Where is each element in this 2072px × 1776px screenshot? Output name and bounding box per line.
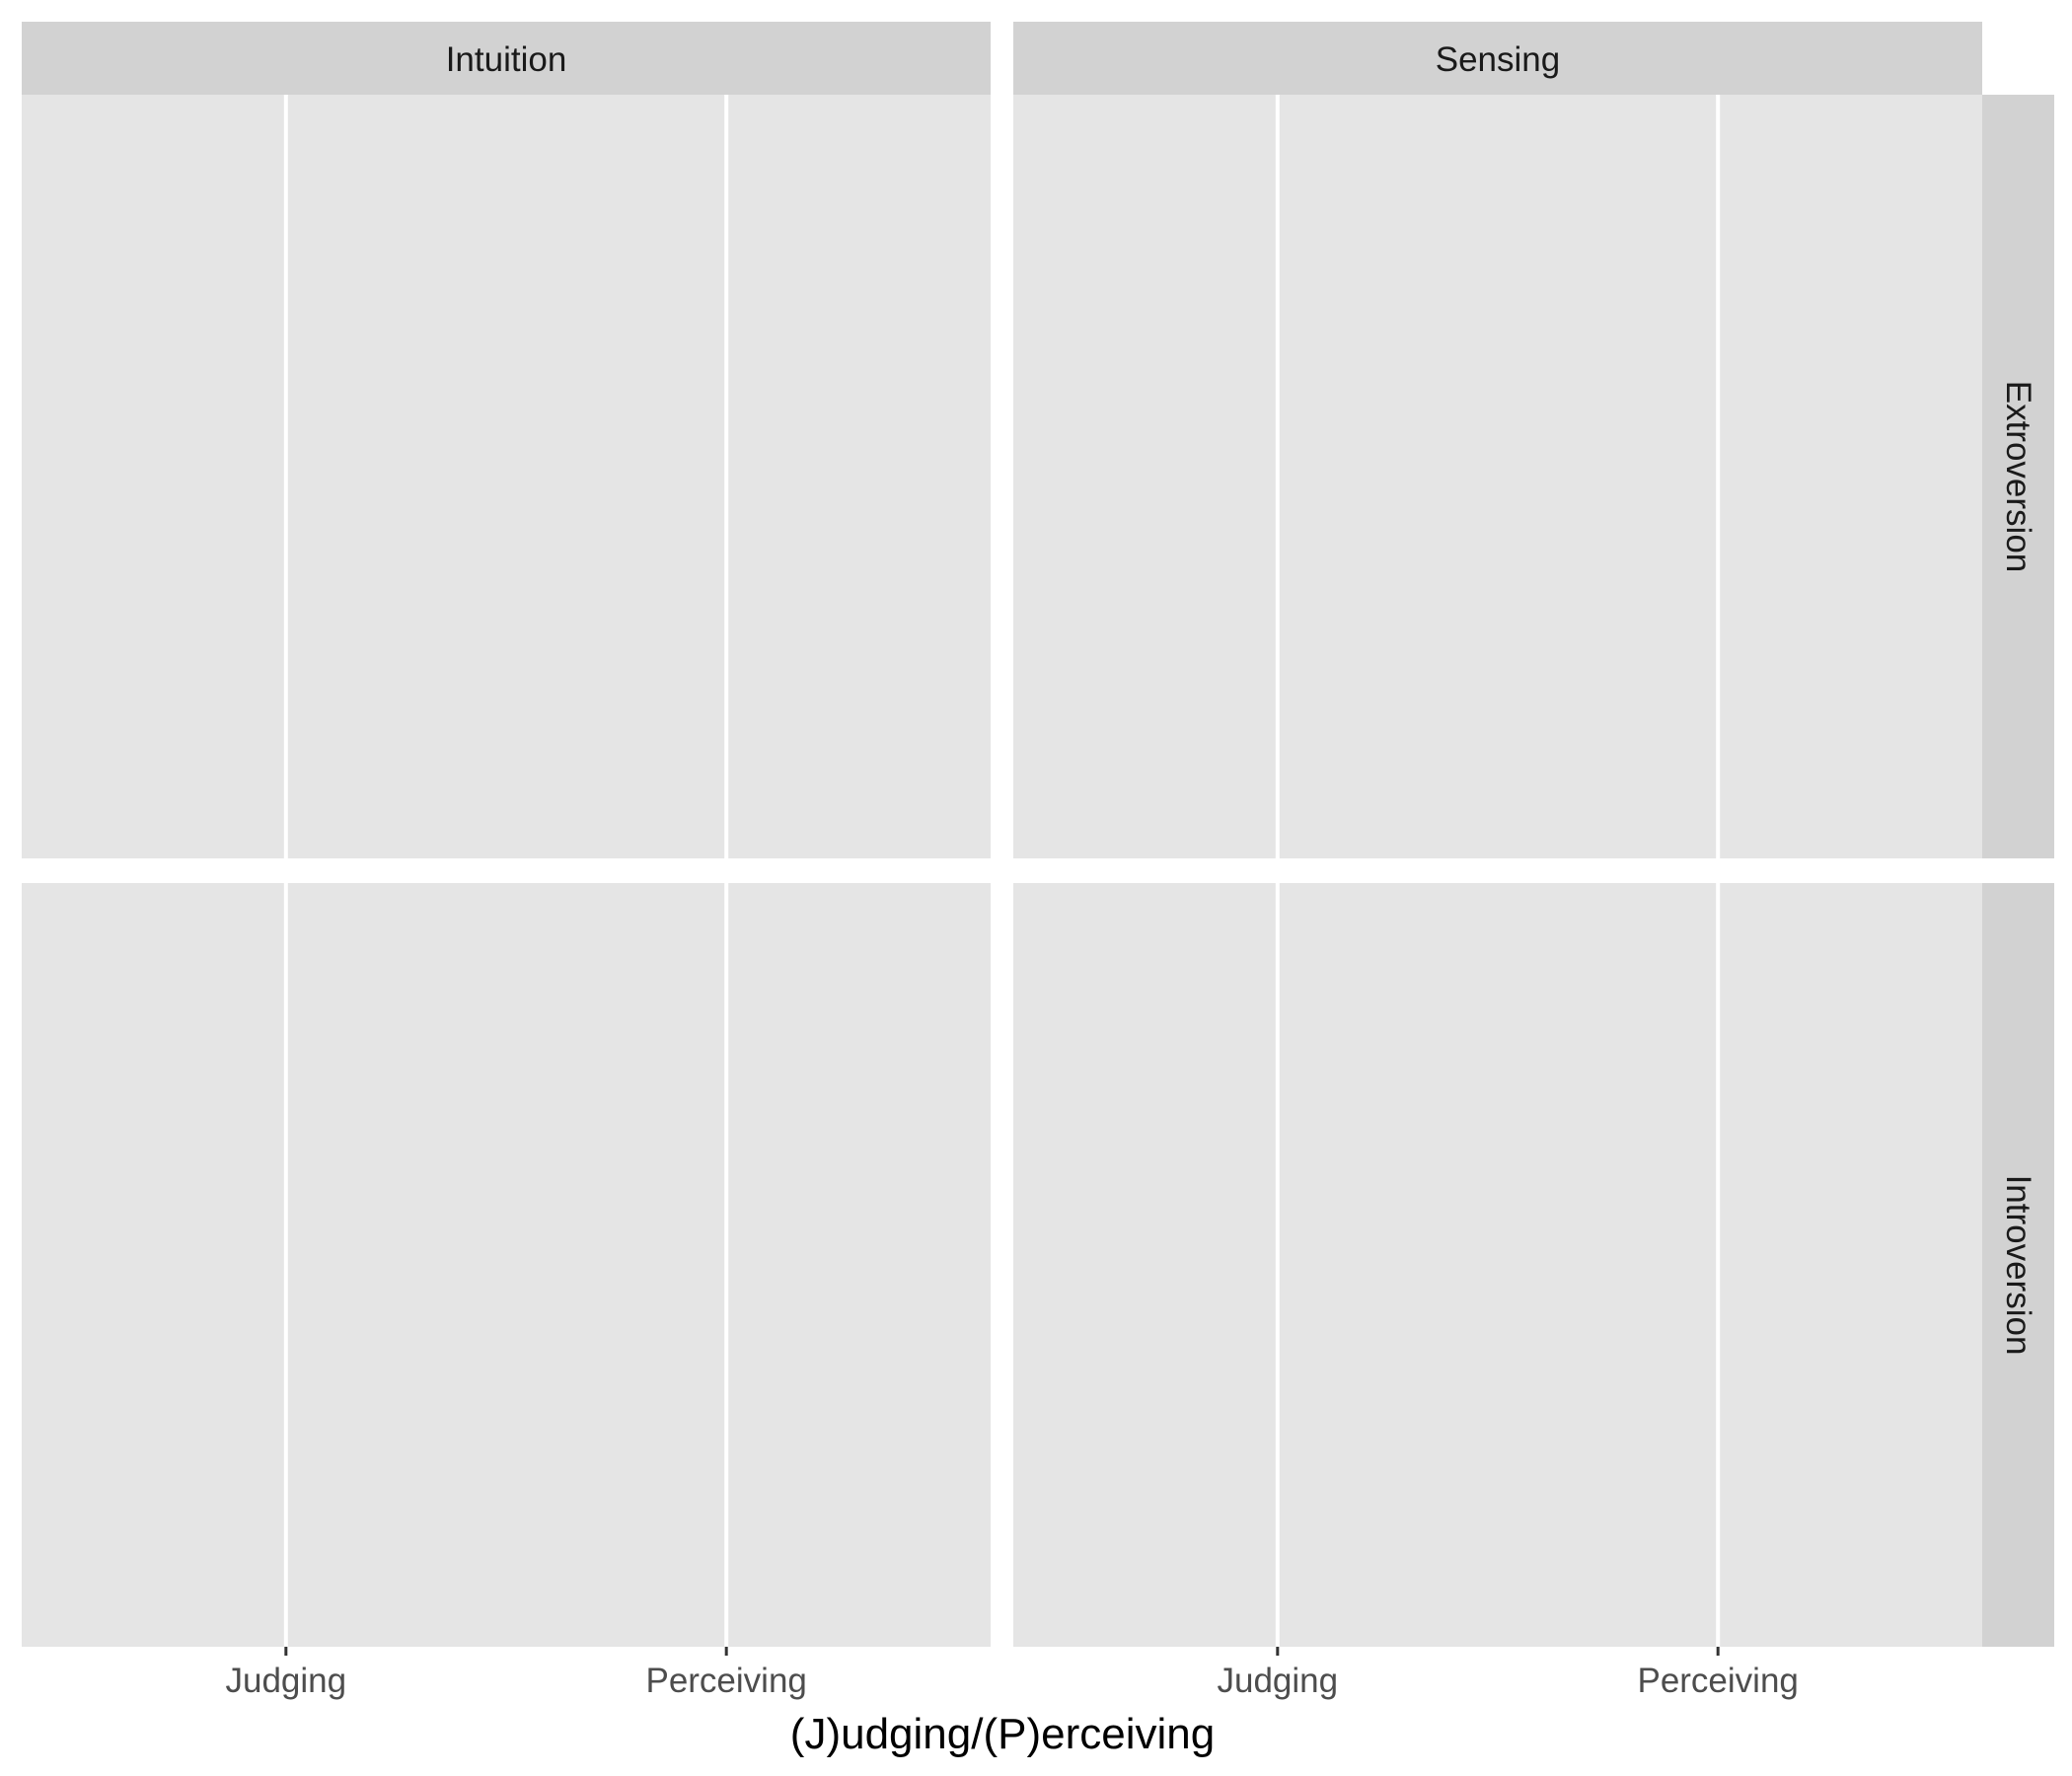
strip-background (1013, 22, 1982, 95)
panel-intuition-introversion (22, 883, 991, 1647)
panel-background (1013, 95, 1982, 858)
strip-label: Sensing (1436, 40, 1560, 79)
x-tick-label-perceiving: Perceiving (645, 1662, 806, 1700)
strip-label: Extroversion (1999, 381, 2037, 573)
panel-sensing-extroversion (1013, 95, 1982, 858)
facet-strips-layer: Intuition Sensing Extroversion Introversion (22, 22, 2054, 1647)
panel-background (22, 883, 991, 1647)
strip-label: Introversion (1999, 1175, 2037, 1356)
strip-background (1982, 883, 2054, 1647)
panel-intuition-extroversion (22, 95, 991, 858)
panel-background (22, 95, 991, 858)
strip-row-introversion: Introversion (1982, 883, 2054, 1647)
strip-column-sensing: Sensing (1013, 22, 1982, 95)
x-tick-label-judging: Judging (1218, 1662, 1339, 1700)
x-axis-title: (J)udging/(P)erceiving (790, 1710, 1215, 1758)
strip-label: Intuition (446, 40, 567, 79)
panel-sensing-introversion (1013, 883, 1982, 1647)
strip-column-intuition: Intuition (22, 22, 991, 95)
x-axis-sensing: Judging Perceiving (1218, 1647, 1799, 1700)
panels-layer (22, 95, 1982, 1647)
x-axis-layer: Judging Perceiving Judging Perceiving (226, 1647, 1799, 1700)
panel-background (1013, 883, 1982, 1647)
strip-background (22, 22, 991, 95)
x-axis-intuition: Judging Perceiving (226, 1647, 807, 1700)
x-tick-label-judging: Judging (226, 1662, 347, 1700)
strip-background (1982, 95, 2054, 858)
strip-row-extroversion: Extroversion (1982, 95, 2054, 858)
x-tick-label-perceiving: Perceiving (1637, 1662, 1798, 1700)
